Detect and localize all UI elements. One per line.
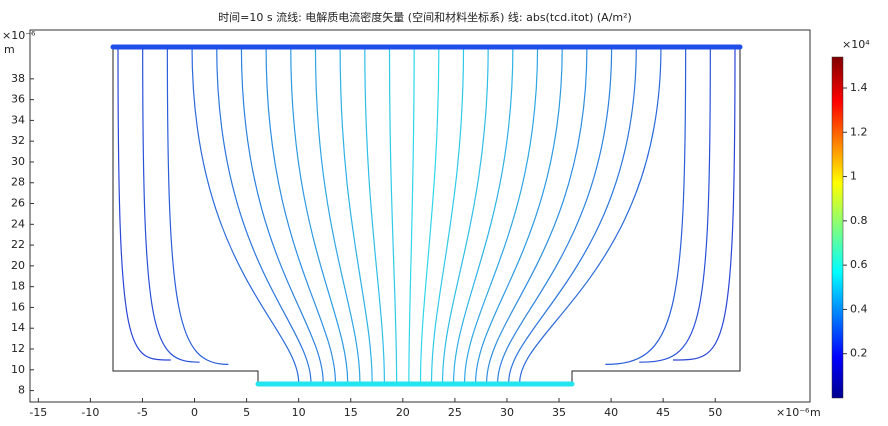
y-tick-label: 14: [11, 321, 25, 334]
colorbar-tick-label: 0.6: [850, 258, 868, 271]
y-unit: m: [4, 43, 15, 56]
streamline: [639, 46, 711, 363]
y-tick-label: 32: [11, 134, 25, 147]
streamline: [419, 46, 440, 384]
x-tick-label: 5: [243, 406, 250, 419]
streamline: [290, 46, 349, 384]
streamline: [216, 46, 312, 384]
streamline: [605, 46, 687, 365]
x-tick-label: -5: [137, 406, 148, 419]
streamline: [508, 46, 637, 384]
streamline: [240, 46, 324, 384]
x-tick-label: 50: [708, 406, 722, 419]
streamline: [430, 46, 465, 384]
x-unit: m: [810, 406, 821, 419]
streamline: [339, 46, 373, 384]
streamline: [452, 46, 514, 384]
colorbar-tick-label: 0.4: [850, 302, 868, 315]
y-tick-label: 34: [11, 113, 25, 126]
streamline: [463, 46, 539, 384]
y-tick-label: 22: [11, 238, 25, 251]
y-tick-label: 26: [11, 197, 25, 210]
streamline: [142, 46, 200, 363]
streamline: [441, 46, 489, 384]
x-tick-label: -10: [81, 406, 99, 419]
geometry-outline: [112, 47, 741, 384]
plot-frame: [29, 29, 811, 403]
y-tick-label: 28: [11, 176, 25, 189]
colorbar: [831, 56, 844, 399]
x-tick-label: 40: [604, 406, 618, 419]
chart-title: 时间=10 s 流线: 电解质电流密度矢量 (空间和材料坐标系) 线: abs(…: [218, 10, 632, 24]
x-tick-label: -15: [29, 406, 47, 419]
streamlines: [117, 46, 736, 384]
y-tick-label: 24: [11, 217, 25, 230]
y-tick-label: 18: [11, 280, 25, 293]
y-tick-label: 16: [11, 300, 25, 313]
streamline: [408, 46, 415, 384]
y-tick-label: 20: [11, 259, 25, 272]
streamline: [672, 46, 736, 361]
streamline: [265, 46, 337, 384]
x-tick-label: 15: [344, 406, 358, 419]
y-tick-label: 38: [11, 72, 25, 85]
streamline: [364, 46, 385, 384]
x-tick-label: 45: [656, 406, 670, 419]
streamline: [474, 46, 563, 384]
colorbar-tick-label: 0.8: [850, 214, 868, 227]
x-tick-label: 20: [396, 406, 410, 419]
streamline: [166, 46, 229, 365]
streamline: [191, 46, 300, 384]
streamline: [388, 46, 398, 384]
colorbar-tick-label: 1.4: [850, 81, 868, 94]
colorbar-tick-label: 1: [850, 170, 857, 183]
x-tick-label: 30: [500, 406, 514, 419]
x-exponent: ×10⁻⁶: [776, 406, 810, 419]
streamline: [486, 46, 588, 384]
x-tick-label: 10: [292, 406, 306, 419]
streamline: [314, 46, 361, 384]
y-tick-label: 10: [11, 363, 25, 376]
colorbar-tick-label: 0.2: [850, 347, 868, 360]
x-tick-label: 25: [448, 406, 462, 419]
x-tick-label: 35: [552, 406, 566, 419]
streamline: [519, 46, 662, 384]
streamline: [117, 46, 171, 361]
x-tick-label: 0: [191, 406, 198, 419]
colorbar-exponent: ×10⁴: [842, 38, 870, 51]
y-tick-label: 12: [11, 342, 25, 355]
y-tick-label: 30: [11, 155, 25, 168]
colorbar-tick-label: 1.2: [850, 125, 868, 138]
y-tick-label: 36: [11, 93, 25, 106]
y-tick-label: 8: [18, 384, 25, 397]
streamline: [497, 46, 613, 384]
y-exponent: ×10⁻⁶: [2, 29, 36, 42]
